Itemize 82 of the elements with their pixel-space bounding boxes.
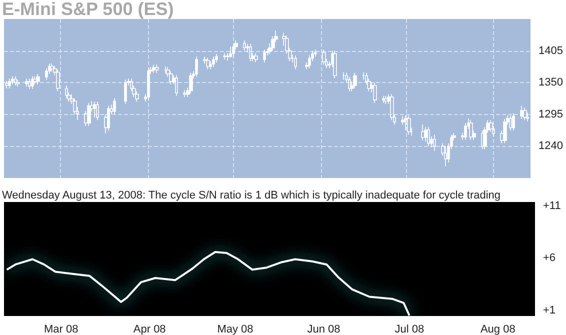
candlestick (189, 72, 193, 94)
candlestick (481, 130, 484, 150)
x-tick-label: Aug 08 (480, 324, 516, 335)
candlestick (390, 94, 394, 121)
candlestick (373, 82, 377, 104)
candlestick (169, 70, 173, 85)
candlestick (31, 76, 34, 90)
candlestick (56, 68, 60, 92)
candlestick (382, 96, 385, 104)
candlestick (503, 118, 507, 144)
candlestick (16, 79, 20, 88)
candlestick (427, 126, 430, 147)
candlestick (124, 79, 127, 104)
candlestick (8, 78, 11, 89)
candlestick (36, 74, 40, 85)
candlestick (384, 96, 388, 104)
chart-title: E-Mini S&P 500 (ES) (2, 0, 174, 19)
candlestick (232, 43, 235, 57)
x-tick-label: Jun 08 (307, 324, 340, 335)
candlestick (155, 64, 159, 74)
candlestick (333, 50, 337, 79)
candlestick (28, 78, 31, 90)
candlestick (362, 72, 365, 80)
line-series (6, 250, 410, 316)
x-tick-label: Apr 08 (133, 324, 166, 335)
candlestick (314, 49, 317, 57)
candlestick (294, 55, 297, 70)
candlestick (308, 55, 311, 69)
candlestick (509, 115, 512, 131)
candlestick (263, 49, 266, 63)
chart-title: Wednesday August 13, 2008: The cycle S/N ratio is 1 dB which is typically inadequate for cycle trading (2, 190, 501, 202)
candlestick (212, 56, 215, 68)
candlestick (33, 76, 37, 85)
y-tick-label: 1295 (538, 108, 564, 120)
x-tick-label: Mar 08 (44, 324, 78, 335)
candlestick (107, 105, 110, 131)
candlestick (254, 52, 258, 63)
candlestick (96, 101, 99, 121)
candlestick (215, 53, 218, 63)
candlestick (249, 43, 252, 62)
candlestick (421, 124, 425, 141)
candlestick (45, 68, 48, 80)
candlestick (229, 46, 232, 58)
candlestick (523, 107, 527, 121)
candlestick (50, 63, 54, 72)
y-tick-label: +1 (543, 304, 556, 316)
candlestick (5, 80, 9, 89)
x-tick-label: May 08 (217, 324, 254, 335)
candlestick (433, 134, 436, 152)
candlestick (147, 68, 150, 100)
x-tick-label: Jul 08 (394, 324, 424, 335)
candlestick (353, 72, 357, 89)
candlestick (469, 120, 473, 140)
candlestick (206, 57, 210, 70)
candlestick (243, 40, 246, 52)
candlestick (195, 56, 198, 78)
candlestick (175, 74, 178, 96)
y-tick-label: +11 (543, 200, 561, 212)
candlestick (25, 78, 28, 88)
candlestick (87, 102, 91, 126)
candlestick (407, 115, 411, 136)
y-tick-label: +6 (543, 252, 556, 264)
candlestick (512, 112, 515, 131)
candlestick (14, 76, 17, 86)
candlestick (342, 72, 345, 80)
candlestick (113, 98, 116, 115)
candlestick (164, 66, 167, 74)
candlestick (464, 122, 467, 140)
candlestick (444, 146, 447, 167)
candlestick (11, 76, 14, 85)
candlestick (489, 120, 493, 132)
y-tick-label: 1350 (538, 76, 564, 89)
candlestick (209, 60, 212, 70)
y-tick-label: 1405 (538, 44, 564, 57)
candlestick (322, 49, 326, 66)
candlestick (223, 52, 227, 60)
candlestick (65, 85, 68, 99)
candlestick (348, 76, 351, 92)
y-tick-label: 1240 (538, 140, 564, 152)
candlestick (404, 115, 408, 130)
candlestick (93, 101, 96, 118)
candlestick (183, 90, 187, 98)
